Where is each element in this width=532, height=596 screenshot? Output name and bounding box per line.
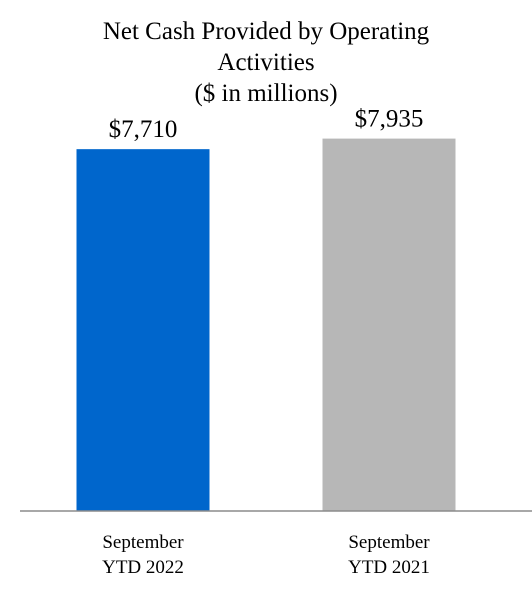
x-tick-label-1-line-1: September (102, 532, 184, 553)
x-tick-label-2-line-2: YTD 2021 (348, 557, 430, 578)
data-label-2: $7,935 (355, 106, 424, 133)
chart-title-line-3: ($ in millions) (194, 80, 338, 107)
data-label-1: $7,710 (109, 116, 178, 143)
chart-title-line-2: Activities (217, 49, 315, 76)
labels-group: $7,710 September YTD 2022 $7,935 September YT… (102, 106, 430, 578)
x-tick-label-2-line-1: September (348, 532, 430, 553)
x-tick-label-1-line-2: YTD 2022 (102, 557, 184, 578)
chart-title-line-1: Net Cash Provided by Operating (102, 18, 430, 45)
bar-1 (76, 149, 210, 511)
chart-title: Net Cash Provided by Operating Activitie… (0, 16, 532, 109)
bar-2 (322, 138, 456, 512)
bars-group (76, 138, 456, 512)
